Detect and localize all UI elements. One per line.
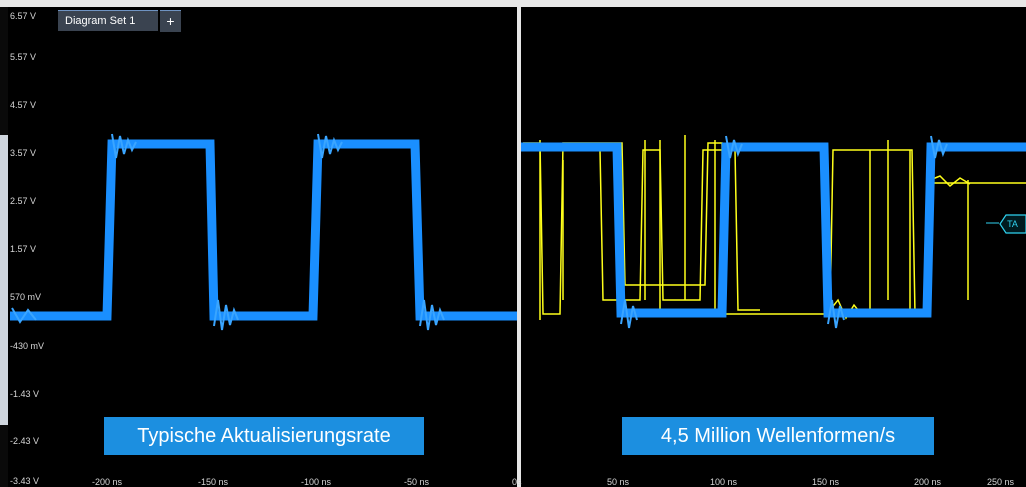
y-tick-label: -430 mV [10,341,45,351]
x-tick-label: 50 ns [607,477,630,487]
right-blue-trace [521,142,1026,318]
right-yellow-traces [523,135,1026,320]
x-tick-label: 250 ns [987,477,1015,487]
tab-label: Diagram Set 1 [65,15,136,27]
right-blue-ringing [620,135,948,329]
y-tick-label: 3.57 V [10,148,37,158]
left-blue-ringing [11,133,445,331]
left-blue-trace [10,139,517,321]
x-tick-label: 0s [512,477,522,487]
y-tick-label: -2.43 V [10,436,40,446]
y-tick-label: 2.57 V [10,196,37,206]
y-tick-label: 6.57 V [10,11,37,21]
trigger-marker-label: TA [1007,219,1018,229]
y-tick-label: 4.57 V [10,100,37,110]
tab-diagram-set-1[interactable]: Diagram Set 1 [58,10,158,31]
x-tick-label: 100 ns [710,477,738,487]
x-tick-label: -150 ns [198,477,229,487]
trigger-marker-icon [999,214,1026,234]
y-tick-label: 1.57 V [10,244,37,254]
x-tick-label: 150 ns [812,477,840,487]
y-tick-label: -1.43 V [10,389,40,399]
panel-divider [517,7,521,487]
trigger-marker[interactable]: TA [999,214,1026,234]
x-tick-label: -200 ns [92,477,123,487]
x-tick-label: -100 ns [301,477,332,487]
caption-typical-update-rate: Typische Aktualisierungsrate [104,417,424,455]
left-edge-strip [0,7,8,487]
x-tick-label: 200 ns [914,477,942,487]
y-tick-label: -3.43 V [10,476,40,486]
left-edge-highlight [0,135,8,425]
caption-waveforms-per-second: 4,5 Million Wellenformen/s [622,417,934,455]
y-tick-label: 570 mV [10,292,42,302]
y-tick-label: 5.57 V [10,52,37,62]
x-tick-label: -50 ns [404,477,430,487]
add-diagram-button[interactable]: + [160,10,181,32]
top-border [0,0,1026,7]
